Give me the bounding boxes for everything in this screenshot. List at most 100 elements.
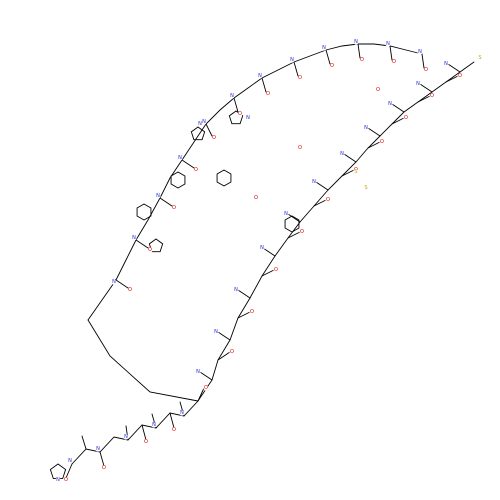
- atom-label-background: [297, 145, 303, 151]
- side-chain-bond: [169, 412, 175, 429]
- five-membered-ring: [148, 238, 164, 253]
- atom-label-background: [257, 73, 263, 79]
- atom-n: N: [418, 49, 422, 55]
- atom-n: N: [258, 73, 262, 79]
- side-chain-bond: [199, 371, 213, 381]
- atom-label-background: [311, 179, 317, 185]
- atom-n: N: [214, 329, 218, 335]
- side-chain-bond: [217, 331, 231, 341]
- atom-label-background: [325, 197, 331, 203]
- atom-label-background: [171, 205, 177, 211]
- atom-label-background: [329, 63, 335, 69]
- side-chain-bond: [197, 387, 205, 402]
- atoms-layer: ONNNONONONONONONONONONONONONONONSONONONO…: [55, 39, 483, 483]
- atom-label-background: [143, 439, 149, 445]
- side-chain-bond: [233, 97, 239, 113]
- atom-label-background: [417, 49, 423, 55]
- atom-o: O: [102, 465, 106, 471]
- side-chain-bond: [205, 123, 213, 137]
- side-chain-bond: [445, 75, 459, 83]
- atom-label-background: [67, 458, 73, 464]
- atom-label-background: [229, 349, 235, 355]
- atom-n: N: [260, 245, 264, 251]
- atom-label-background: [127, 287, 133, 293]
- atom-label-background: [253, 195, 259, 201]
- atom-n: N: [112, 279, 116, 285]
- side-chain-bond: [261, 77, 267, 93]
- side-chain-bond: [159, 197, 173, 207]
- side-chain-bond: [325, 49, 331, 65]
- atom-o: O: [266, 91, 270, 97]
- atom-label-background: [177, 155, 183, 161]
- atom-label-background: [363, 185, 369, 191]
- atom-o: O: [430, 93, 434, 99]
- atom-label-background: [415, 81, 421, 87]
- side-chain-bond: [315, 181, 329, 191]
- atom-label-background: [391, 59, 397, 65]
- atom-label-background: [297, 75, 303, 81]
- atom-label-background: [289, 57, 295, 63]
- atom-label-background: [193, 167, 199, 173]
- atom-label-background: [203, 385, 209, 391]
- atom-label-background: [299, 229, 305, 235]
- atom-label-background: [245, 115, 251, 121]
- atom-n: N: [56, 477, 60, 483]
- atom-label-background: [353, 39, 359, 45]
- atom-o: O: [238, 111, 242, 117]
- atom-n: N: [246, 115, 250, 121]
- side-chain-bond: [181, 159, 195, 169]
- atom-label-background: [63, 477, 69, 483]
- side-chain-bond: [237, 289, 251, 299]
- atom-label-background: [95, 446, 101, 452]
- atom-label-background: [375, 87, 381, 93]
- atom-n: N: [284, 211, 288, 217]
- side-chain-bond: [99, 451, 105, 467]
- backbone-linker: [87, 319, 199, 402]
- atom-label-background: [385, 41, 391, 47]
- atom-label-background: [201, 119, 207, 125]
- atom-n: N: [354, 39, 358, 45]
- atom-o: O: [300, 229, 304, 235]
- atom-label-background: [403, 115, 409, 121]
- atom-s: S: [354, 169, 357, 175]
- side-chain-bond: [81, 435, 87, 450]
- side-chain-bond: [417, 95, 431, 103]
- atom-label-background: [259, 245, 265, 251]
- atom-label-background: [111, 279, 117, 285]
- side-chain-bond: [293, 61, 299, 77]
- atom-label-background: [213, 329, 219, 335]
- atom-n: N: [322, 45, 326, 51]
- side-chain-bond: [261, 269, 275, 277]
- atom-label-background: [123, 434, 129, 440]
- atom-label-background: [273, 267, 279, 273]
- atom-o: O: [330, 63, 334, 69]
- side-chain-bond: [65, 463, 73, 479]
- benzene-ring: [216, 169, 232, 187]
- side-chain-bond: [343, 153, 357, 163]
- side-chain-bond: [115, 279, 129, 289]
- atom-label-background: [477, 55, 483, 61]
- atom-label-background: [457, 73, 463, 79]
- atom-o: O: [298, 75, 302, 81]
- rings-layer: [49, 110, 300, 479]
- atom-label-background: [387, 101, 393, 107]
- atom-label-background: [363, 125, 369, 131]
- atom-label-background: [171, 427, 177, 433]
- backbone-chain: [71, 61, 475, 465]
- atom-label-background: [321, 45, 327, 51]
- side-chain-bond: [287, 231, 301, 239]
- benzene-ring: [284, 215, 300, 233]
- atom-n: N: [202, 119, 206, 125]
- atom-label-background: [233, 287, 239, 293]
- atom-label-background: [229, 93, 235, 99]
- benzene-ring: [170, 171, 186, 189]
- atom-n: N: [444, 61, 448, 67]
- atom-n: N: [198, 121, 202, 127]
- atom-label-background: [155, 193, 161, 199]
- side-chain-bond: [421, 53, 425, 69]
- atom-s: S: [478, 55, 481, 61]
- side-chain-bond: [391, 117, 405, 125]
- atom-label-background: [339, 151, 345, 157]
- atom-o: O: [424, 67, 428, 73]
